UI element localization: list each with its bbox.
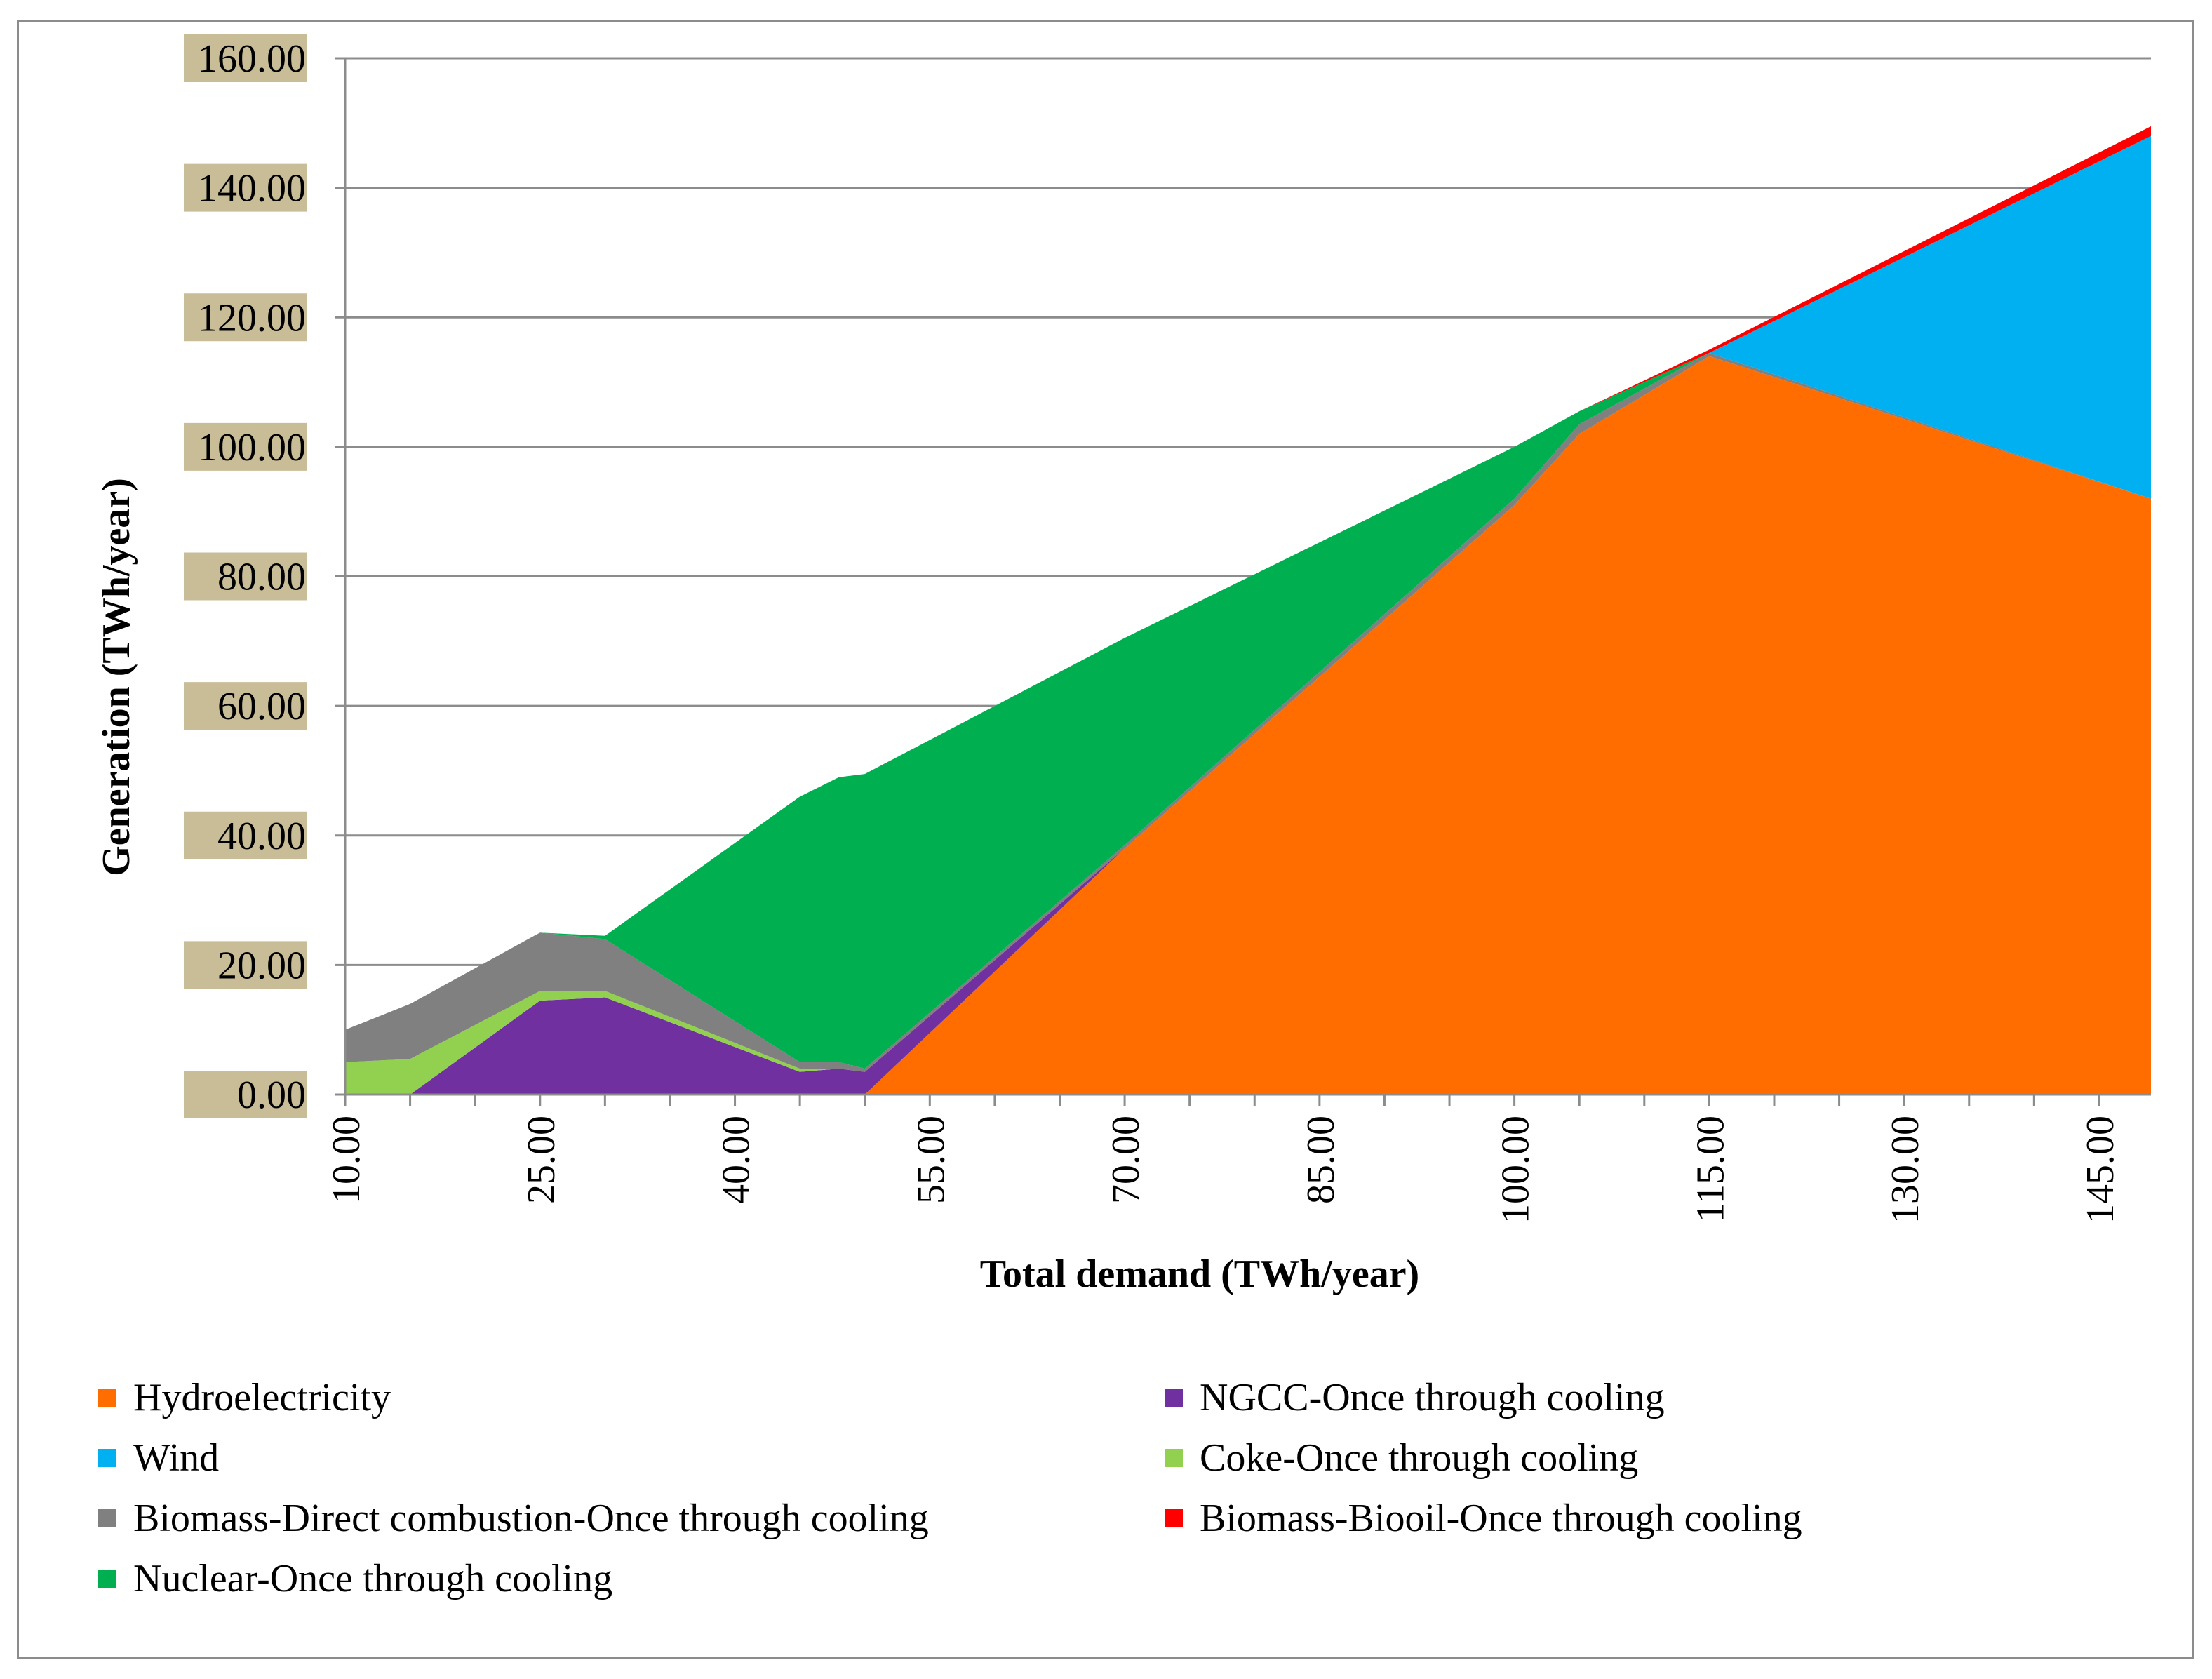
- legend-label: Coke-Once through cooling: [1200, 1436, 1639, 1480]
- legend-label: Hydroelectricity: [133, 1376, 391, 1419]
- legend-swatch: [1165, 1449, 1183, 1467]
- x-tick-label: 145.00: [2079, 1116, 2122, 1224]
- x-tick-label: 100.00: [1494, 1116, 1538, 1224]
- legend-swatch: [98, 1509, 116, 1527]
- legend-item-hydroelectricity: Hydroelectricity: [98, 1375, 391, 1420]
- legend-item-nuclear-once-through-cooling: Nuclear-Once through cooling: [98, 1556, 612, 1601]
- area-nuclear-once-through-cooling: [345, 353, 2151, 1069]
- y-tick-label: 120.00: [184, 293, 307, 342]
- x-tick-label: 85.00: [1299, 1116, 1343, 1204]
- svg-text:100.00: 100.00: [198, 426, 306, 469]
- svg-text:0.00: 0.00: [237, 1073, 306, 1117]
- legend-item-biomass-direct-combustion-once-through-cooling: Biomass-Direct combustion-Once through c…: [98, 1496, 929, 1541]
- x-tick-labels: 10.00 25.00 40.00 55.00 70.00 85.00 100.00 115.…: [325, 1116, 2122, 1224]
- y-tick-label: 100.00: [184, 422, 307, 471]
- svg-text:60.00: 60.00: [217, 685, 306, 728]
- area-hydroelectricity: [345, 356, 2151, 1095]
- legend-label: NGCC-Once through cooling: [1200, 1376, 1665, 1419]
- x-tick-label: 10.00: [325, 1116, 368, 1204]
- legend-label: Wind: [133, 1436, 220, 1480]
- y-axis-title: Generation (TWh/year): [95, 478, 138, 876]
- svg-text:20.00: 20.00: [217, 944, 306, 987]
- legend-item-ngcc-once-through-cooling: NGCC-Once through cooling: [1165, 1375, 1665, 1420]
- legend-label: Nuclear-Once through cooling: [133, 1557, 613, 1600]
- x-tick-label: 55.00: [909, 1116, 953, 1204]
- y-tick-label: 20.00: [184, 941, 307, 989]
- y-tick-labels: 0.00 20.00 40.00 60.00 80.00 100.00 120.00 140.…: [184, 34, 307, 1118]
- legend-item-biomass-biooil-once-through-cooling: Biomass-Biooil-Once through cooling: [1165, 1496, 1802, 1541]
- y-tick-label: 160.00: [184, 34, 307, 82]
- area-wind: [345, 135, 2151, 1030]
- legend-item-coke-once-through-cooling: Coke-Once through cooling: [1165, 1436, 1638, 1480]
- y-tick-label: 40.00: [184, 811, 307, 859]
- x-tick-label: 70.00: [1104, 1116, 1148, 1204]
- svg-text:120.00: 120.00: [198, 296, 306, 340]
- svg-text:80.00: 80.00: [217, 556, 306, 599]
- y-tick-label: 60.00: [184, 682, 307, 730]
- legend-swatch: [98, 1389, 116, 1407]
- svg-text:160.00: 160.00: [198, 37, 306, 81]
- legend-label: Biomass-Direct combustion-Once through c…: [133, 1497, 929, 1540]
- legend-label: Biomass-Biooil-Once through cooling: [1200, 1497, 1802, 1540]
- area-ngcc-once-through-cooling: [345, 356, 2151, 1095]
- x-tick-label: 40.00: [715, 1116, 758, 1204]
- y-tick-label: 140.00: [184, 163, 307, 212]
- area-series: [345, 126, 2151, 1095]
- x-tick-label: 25.00: [520, 1116, 563, 1204]
- legend-swatch: [98, 1570, 116, 1588]
- y-tick-label: 80.00: [184, 552, 307, 601]
- legend-swatch: [1165, 1509, 1183, 1527]
- svg-text:40.00: 40.00: [217, 815, 306, 858]
- x-tick-label: 130.00: [1884, 1116, 1927, 1224]
- y-tick-label: 0.00: [184, 1071, 307, 1118]
- axes: [335, 57, 2151, 1106]
- svg-text:140.00: 140.00: [198, 167, 306, 210]
- x-axis-title: Total demand (TWh/year): [980, 1252, 1419, 1296]
- legend-swatch: [1165, 1389, 1183, 1407]
- legend-swatch: [98, 1449, 116, 1467]
- legend-item-wind: Wind: [98, 1436, 219, 1480]
- x-tick-label: 115.00: [1689, 1116, 1732, 1222]
